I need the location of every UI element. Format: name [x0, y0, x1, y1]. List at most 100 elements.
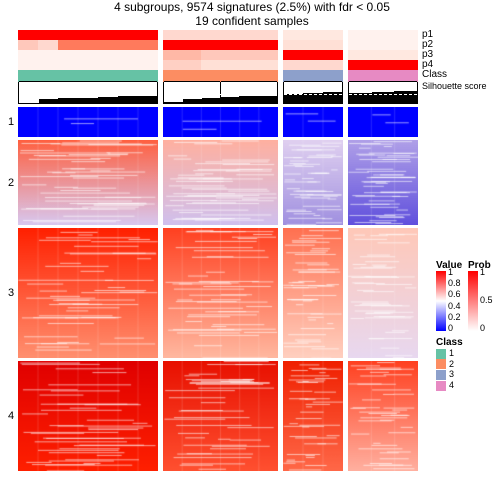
annot-cell — [240, 40, 259, 50]
annot-cell — [18, 40, 38, 50]
annot-cell — [221, 50, 240, 60]
heatmap-block — [348, 107, 418, 137]
heatmap-row-4 — [18, 361, 418, 471]
silhouette-bar — [58, 81, 78, 98]
annot-cell — [163, 60, 182, 70]
annot-cell — [283, 60, 303, 70]
class-swatch-label: 1 — [449, 348, 454, 358]
class-swatch-label: 3 — [449, 369, 454, 379]
legend-tick: 0 — [480, 323, 485, 333]
heatmap-block — [348, 140, 418, 225]
annot-cell — [371, 30, 394, 40]
annot-cell — [138, 30, 158, 40]
heatmap-row-2 — [18, 140, 418, 225]
annot-cell — [58, 60, 78, 70]
annot-cell — [323, 40, 343, 50]
annot-cell — [98, 30, 118, 40]
annot-cell — [395, 30, 418, 40]
annot-cell — [259, 60, 278, 70]
heatmap-block — [163, 107, 278, 137]
annot-cell — [78, 40, 98, 50]
annot-cell — [138, 50, 158, 60]
annot-cell — [371, 40, 394, 50]
annot-cell — [323, 60, 343, 70]
annot-cell — [303, 40, 323, 50]
annot-cell — [348, 40, 371, 50]
annotation-p4 — [18, 60, 418, 70]
annot-cell — [78, 30, 98, 40]
annot-cell — [163, 40, 182, 50]
annotation-p2 — [18, 40, 418, 50]
annotation-p1 — [18, 30, 418, 40]
annot-cell — [240, 60, 259, 70]
plot-area — [18, 30, 418, 471]
heatmap-block — [18, 107, 158, 137]
legend-tick: 0.5 — [480, 295, 493, 305]
annot-cell — [348, 30, 371, 40]
annot-cell — [303, 30, 323, 40]
row-block-label: 4 — [4, 361, 18, 471]
silhouette-bar — [349, 81, 372, 93]
annot-cell — [182, 40, 201, 50]
legend-tick: 0.2 — [448, 312, 461, 322]
annot-cell — [78, 50, 98, 60]
silhouette-bar — [164, 81, 183, 102]
annot-cell — [58, 30, 78, 40]
silhouette-bar — [323, 81, 342, 92]
annot-cell — [259, 40, 278, 50]
annot-cell — [98, 50, 118, 60]
annot-cell — [221, 30, 240, 40]
annot-cell — [259, 30, 278, 40]
figure: 1234 p1p2p3p4ClassSilhouette score — [0, 28, 504, 473]
annot-cell — [221, 40, 240, 50]
heatmap-row-1 — [18, 107, 418, 137]
annot-cell — [201, 40, 220, 50]
annot-cell — [58, 50, 78, 60]
class-swatch-label: 4 — [449, 380, 454, 390]
annot-cell — [138, 40, 158, 50]
annot-label-p3: p3 — [422, 50, 500, 60]
annot-cell — [201, 60, 220, 70]
annot-cell — [118, 40, 138, 50]
annot-cell — [163, 30, 182, 40]
annot-cell — [323, 30, 343, 40]
legend-tick: 0.6 — [448, 289, 461, 299]
annot-cell — [395, 60, 418, 70]
legend-tick: 0 — [448, 323, 453, 333]
annot-cell — [98, 40, 118, 50]
annotation-p3 — [18, 50, 418, 60]
heatmap-block — [283, 228, 343, 358]
annot-cell — [283, 40, 303, 50]
annot-cell — [240, 50, 259, 60]
heatmap-row-3 — [18, 228, 418, 358]
silhouette-bar — [78, 81, 98, 98]
heatmap-block — [18, 140, 158, 225]
heatmap-block — [163, 361, 278, 471]
annot-cell — [38, 60, 58, 70]
silhouette-bar — [303, 81, 322, 93]
heatmap-block — [163, 140, 278, 225]
annot-cell — [395, 50, 418, 60]
silhouette-bar — [19, 81, 39, 103]
legend-gradient-prob — [468, 271, 478, 331]
heatmap-block — [348, 228, 418, 358]
annot-cell — [348, 60, 371, 70]
silhouette-label: Silhouette score — [422, 82, 500, 91]
annot-cell — [18, 50, 38, 60]
heatmap-block — [18, 228, 158, 358]
legend-title-class: Class — [436, 337, 498, 348]
heatmap-block — [163, 228, 278, 358]
annot-cell — [348, 50, 371, 60]
silhouette-bar — [183, 81, 202, 99]
annot-cell — [283, 30, 303, 40]
annot-cell — [201, 30, 220, 40]
annot-cell — [38, 50, 58, 60]
annot-cell — [18, 60, 38, 70]
annot-cell — [323, 50, 343, 60]
class-swatch — [436, 359, 446, 369]
silhouette-track — [18, 82, 418, 104]
legend-gradient-value — [436, 271, 446, 331]
silhouette-bar — [284, 81, 303, 94]
annot-cell — [58, 40, 78, 50]
title-line-2: 19 confident samples — [0, 14, 504, 28]
